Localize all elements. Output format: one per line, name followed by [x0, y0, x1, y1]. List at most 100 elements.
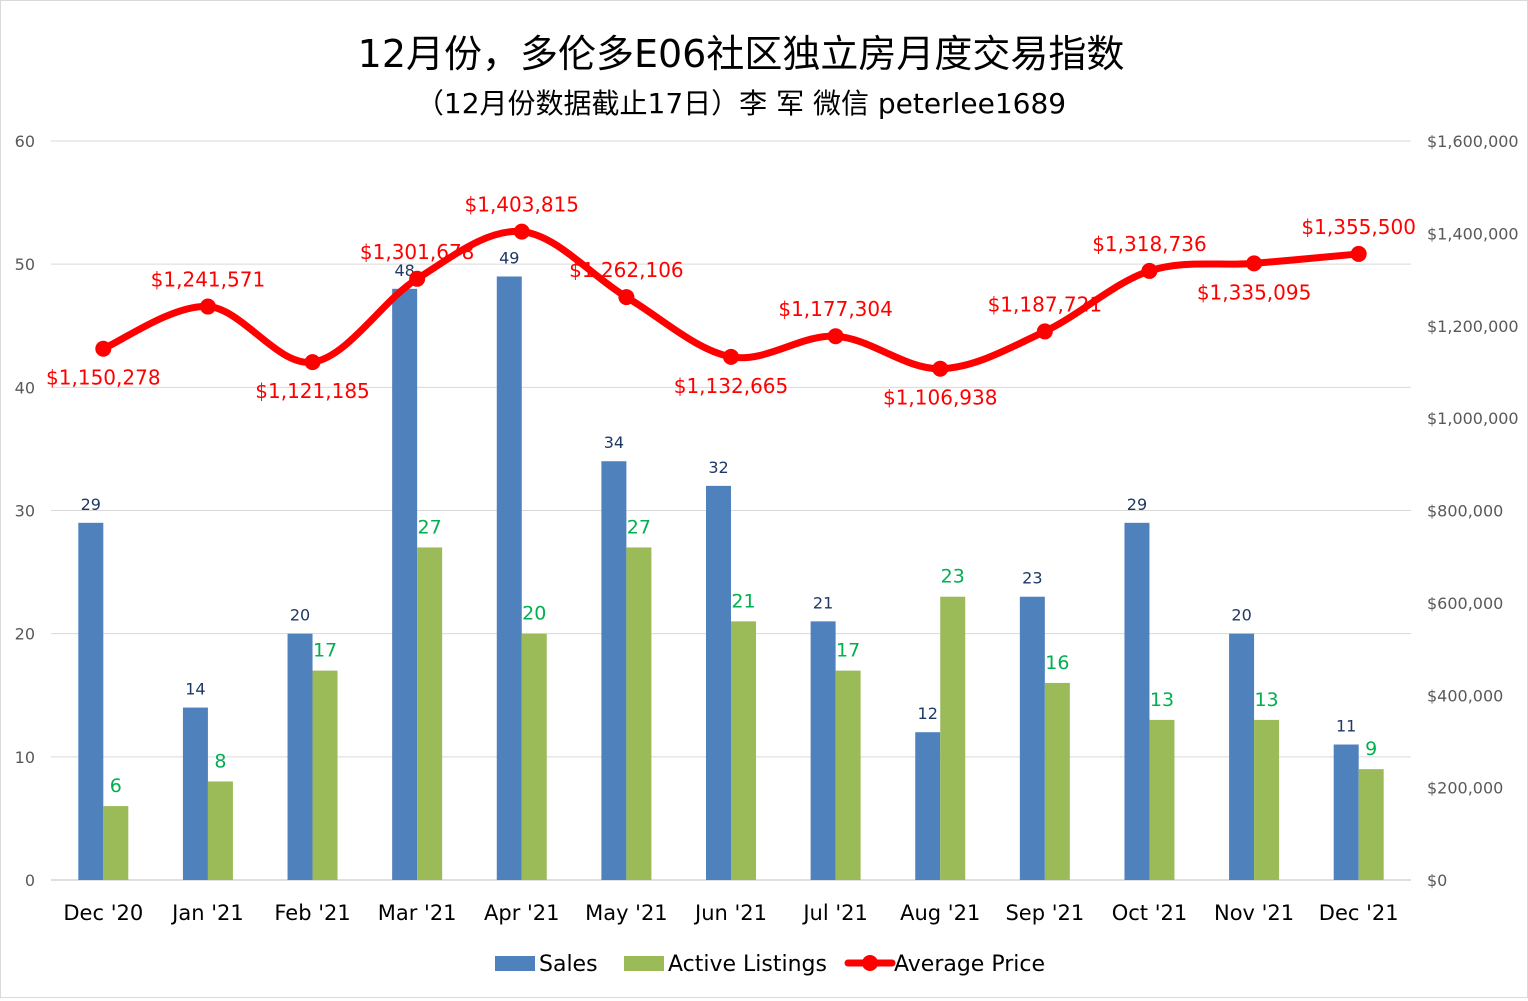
sales-data-label: 29	[1127, 495, 1147, 514]
category-label: Feb '21	[274, 901, 350, 925]
sales-data-label: 49	[499, 248, 519, 267]
active-listings-bar	[835, 670, 861, 880]
line-series: $1,150,278 $1,241,571 $1,121,185 $1,301,678…	[46, 193, 1416, 410]
category-label: Dec '21	[1319, 901, 1399, 925]
active-listings-data-label: 27	[627, 516, 651, 538]
active-listings-data-label: 20	[522, 603, 546, 625]
sales-bar	[392, 288, 418, 880]
right-tick-label: $200,000	[1427, 779, 1503, 798]
right-tick-label: $800,000	[1427, 502, 1503, 521]
average-price-data-label: $1,355,500	[1301, 215, 1416, 239]
sales-data-label: 20	[1231, 606, 1251, 625]
sales-bar	[1019, 596, 1045, 880]
active-listings-data-label: 27	[418, 516, 442, 538]
average-price-data-label: $1,106,938	[883, 386, 998, 410]
active-listings-bar	[1254, 719, 1280, 880]
category-label: May '21	[585, 901, 668, 925]
active-listings-data-label: 16	[1045, 652, 1069, 674]
category-label: Apr '21	[484, 901, 560, 925]
average-price-data-label: $1,301,678	[360, 240, 475, 264]
active-listings-bar	[521, 633, 547, 880]
average-price-point	[827, 328, 844, 345]
active-listings-bar	[1149, 719, 1175, 880]
active-listings-data-label: 13	[1150, 689, 1174, 711]
left-tick-label: 30	[15, 502, 35, 521]
category-label: Aug '21	[900, 901, 980, 925]
average-price-data-label: $1,132,665	[674, 374, 789, 398]
category-label: Mar '21	[378, 901, 457, 925]
left-tick-label: 10	[15, 748, 35, 767]
average-price-data-label: $1,121,185	[255, 379, 370, 403]
legend-swatch-average-price-marker	[862, 955, 878, 971]
category-label: Dec '20	[63, 901, 143, 925]
right-tick-label: $1,400,000	[1427, 224, 1519, 243]
average-price-point	[1036, 323, 1053, 340]
sales-bar	[78, 522, 104, 880]
sales-bar	[1333, 744, 1359, 880]
left-tick-label: 20	[15, 625, 35, 644]
active-listings-bar	[940, 596, 966, 880]
legend-label-average-price: Average Price	[894, 952, 1045, 977]
left-tick-label: 60	[15, 132, 35, 151]
average-price-point	[95, 340, 112, 357]
sales-data-label: 14	[185, 680, 205, 699]
category-label: Sep '21	[1005, 901, 1084, 925]
sales-data-label: 12	[918, 704, 938, 723]
legend-label-sales: Sales	[539, 952, 598, 977]
active-listings-data-label: 9	[1365, 738, 1377, 760]
right-tick-label: $1,000,000	[1427, 409, 1519, 428]
left-axis: 0 10 20 30 40 50 60	[15, 132, 35, 890]
right-tick-label: $600,000	[1427, 594, 1503, 613]
active-listings-data-label: 6	[110, 775, 122, 797]
average-price-point	[1350, 245, 1367, 262]
sales-data-label: 32	[708, 458, 728, 477]
average-price-data-label: $1,335,095	[1197, 280, 1312, 304]
average-price-point	[304, 354, 321, 371]
sales-bar	[182, 707, 208, 880]
active-listings-data-label: 13	[1254, 689, 1278, 711]
category-label: Nov '21	[1214, 901, 1294, 925]
right-tick-label: $0	[1427, 871, 1447, 890]
sales-bar	[287, 633, 313, 880]
average-price-point	[1246, 255, 1263, 272]
average-price-data-label: $1,403,815	[465, 193, 580, 217]
sales-data-label: 34	[604, 433, 624, 452]
sales-bar	[915, 732, 941, 880]
legend-swatch-active-listings	[624, 956, 664, 971]
category-label: Jul '21	[801, 901, 868, 925]
active-listings-bar	[207, 781, 233, 880]
chart-title: 12月份，多伦多E06社区独立房月度交易指数	[358, 32, 1125, 76]
average-price-data-label: $1,187,721	[988, 292, 1103, 316]
active-listings-bar	[103, 806, 129, 880]
average-price-point	[1141, 262, 1158, 279]
sales-bar	[810, 621, 836, 880]
legend: Sales Active Listings Average Price	[495, 952, 1045, 977]
average-price-point	[723, 348, 739, 365]
right-axis: $0 $200,000 $400,000 $600,000 $800,000 $1,000…	[1427, 132, 1519, 890]
active-listings-bar	[1044, 682, 1070, 880]
active-listings-data-label: 8	[214, 750, 226, 772]
sales-data-label: 29	[81, 495, 101, 514]
active-listings-bar	[731, 621, 756, 880]
active-listings-bar	[626, 547, 652, 880]
right-tick-label: $1,600,000	[1427, 132, 1519, 151]
sales-bar	[1124, 522, 1150, 880]
active-listings-data-label: 23	[941, 566, 965, 588]
average-price-data-label: $1,262,106	[569, 258, 684, 282]
sales-data-label: 11	[1336, 717, 1356, 736]
active-listings-bar	[1358, 769, 1384, 880]
average-price-data-label: $1,241,571	[151, 268, 266, 292]
average-price-point	[199, 298, 216, 315]
active-listings-data-label: 17	[836, 640, 860, 662]
chart-subtitle: （12月份数据截止17日）李 军 微信 peterlee1689	[416, 87, 1066, 120]
legend-swatch-sales	[495, 956, 535, 971]
left-tick-label: 50	[15, 255, 35, 274]
average-price-data-label: $1,177,304	[778, 297, 893, 321]
average-price-point	[513, 223, 530, 240]
active-listings-data-label: 17	[313, 640, 337, 662]
category-label: Oct '21	[1112, 901, 1187, 925]
sales-data-label: 23	[1022, 569, 1042, 588]
category-label: Jan '21	[170, 901, 244, 925]
